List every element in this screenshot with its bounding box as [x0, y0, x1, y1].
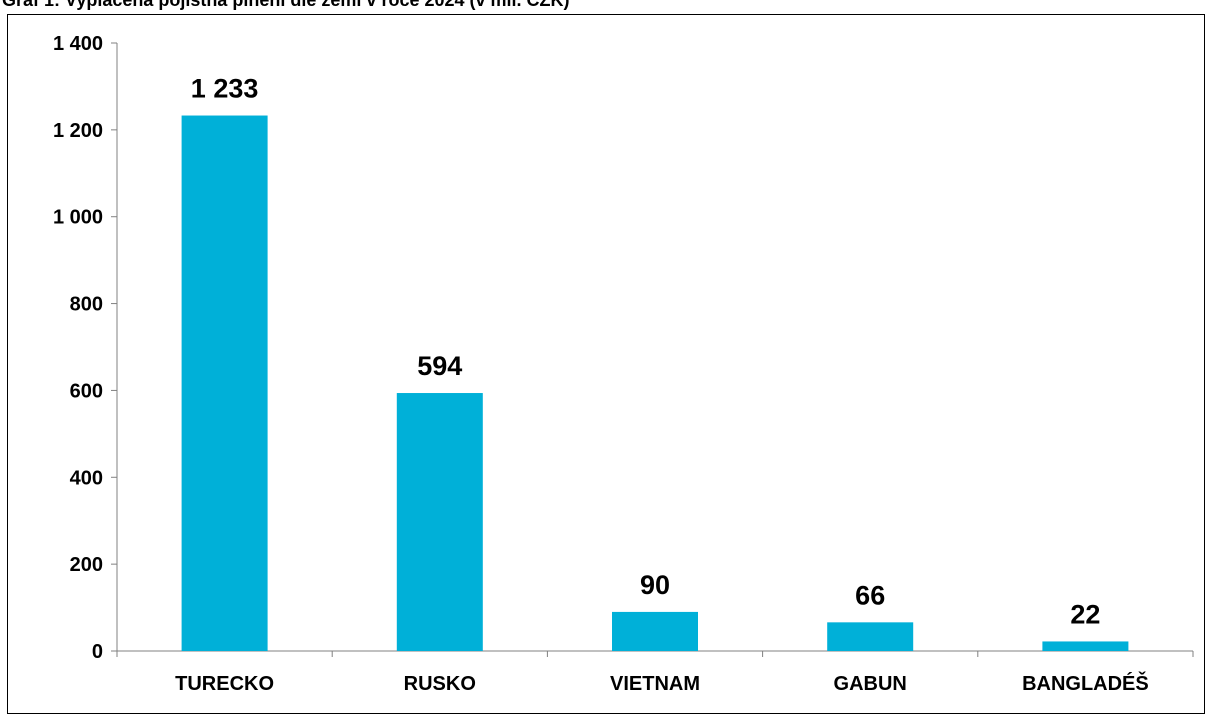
data-label: 594	[417, 351, 462, 381]
x-tick-label: RUSKO	[404, 673, 476, 695]
x-tick-label: GABUN	[834, 673, 907, 695]
data-label: 90	[640, 570, 670, 600]
bar-turecko	[181, 115, 268, 652]
y-tick-label: 400	[70, 467, 103, 489]
x-axis: TURECKO RUSKO VIETNAM GABUN BANGLADÉŠ	[116, 650, 1194, 695]
bar-gabun	[827, 622, 914, 651]
y-tick-label: 200	[70, 554, 103, 576]
y-tick-label: 1 000	[53, 207, 103, 229]
data-label: 66	[855, 580, 885, 610]
bar-vietnam	[612, 611, 698, 651]
x-tick-label: BANGLADÉŠ	[1022, 671, 1149, 695]
x-tick-label: VIETNAM	[610, 673, 700, 695]
data-label: 1 233	[191, 74, 259, 104]
y-tick-label: 1 400	[53, 33, 103, 55]
bar-rusko	[396, 393, 483, 651]
chart-title: Graf 1: Vyplacená pojistná plnění dle ze…	[2, 0, 570, 10]
y-tick-label: 0	[92, 641, 103, 663]
x-tick-label: TURECKO	[175, 673, 274, 695]
bar-bangladéš	[1042, 641, 1129, 651]
y-tick-label: 800	[70, 294, 103, 316]
data-label: 22	[1070, 599, 1100, 629]
y-axis: 0 200 400 600 800 1 000 1 200 1 400	[53, 33, 118, 663]
bars	[181, 115, 1129, 652]
y-tick-label: 600	[70, 380, 103, 402]
data-labels: 1 233 594 90 66 22	[191, 74, 1101, 630]
y-tick-label: 1 200	[53, 120, 103, 142]
